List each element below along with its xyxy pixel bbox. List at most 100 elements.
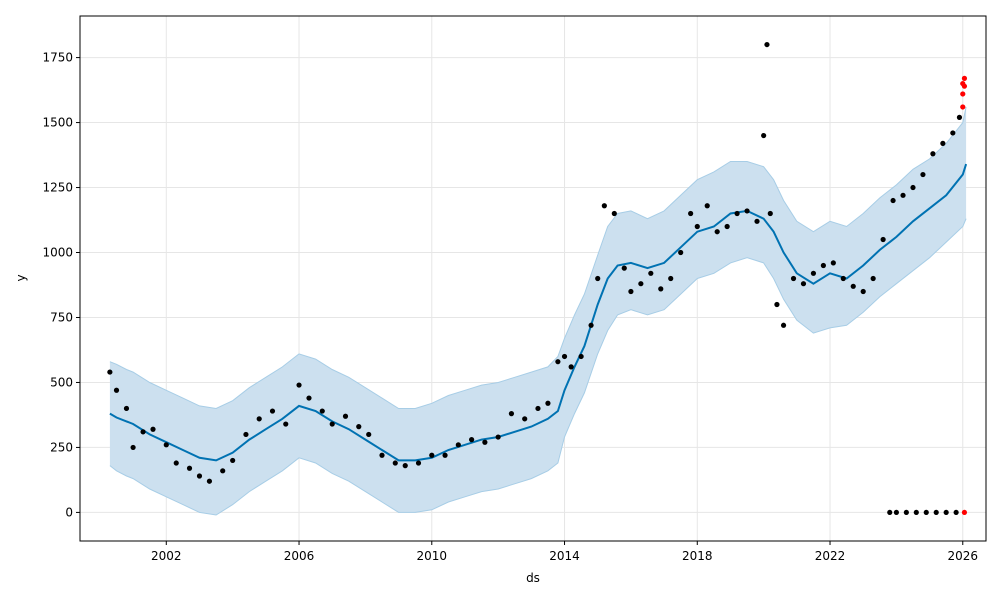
observed-point — [953, 509, 959, 516]
plot-frame — [79, 15, 987, 542]
x-tick-label: 2022 — [815, 549, 846, 563]
observed-point — [734, 210, 740, 217]
observed-point — [113, 387, 120, 393]
future-point — [961, 83, 968, 89]
observed-point — [595, 275, 601, 282]
observed-point — [724, 223, 730, 230]
observed-point — [900, 192, 906, 198]
observed-point — [306, 395, 312, 401]
observed-point — [269, 408, 276, 414]
observed-point — [150, 426, 156, 432]
x-tick-label: 2026 — [947, 549, 978, 563]
observed-point — [621, 265, 627, 271]
observed-point — [790, 275, 797, 282]
x-tick-label: 2018 — [682, 549, 713, 563]
observed-point — [366, 431, 372, 438]
observed-point — [694, 223, 700, 230]
observed-point — [173, 460, 179, 466]
observed-point — [933, 509, 939, 516]
x-axis-label: ds — [526, 571, 540, 585]
observed-point — [429, 452, 435, 458]
observed-point — [658, 286, 664, 292]
observed-point — [296, 382, 302, 388]
y-tick-label: 1000 — [42, 246, 73, 260]
observed-point — [893, 509, 899, 516]
forecast-series-line — [109, 163, 968, 462]
x-axis: 2002 2006 2010 2014 2018 2022 2026 — [151, 541, 978, 563]
forecast-line — [109, 163, 968, 462]
observed-point — [568, 364, 574, 370]
observed-point — [256, 416, 262, 422]
observed-point — [455, 442, 461, 448]
observed-point — [196, 473, 203, 479]
observed-point — [714, 229, 720, 235]
observed-point — [950, 130, 956, 136]
observed-point — [186, 465, 193, 471]
observed-point — [379, 452, 385, 458]
x-tick-label: 2010 — [417, 549, 448, 563]
observed-point — [243, 431, 249, 438]
y-tick-label: 1250 — [42, 181, 73, 195]
future-point — [960, 104, 966, 110]
observed-point — [545, 400, 551, 406]
observed-point — [220, 468, 226, 474]
observed-point — [588, 322, 594, 328]
observed-point — [206, 478, 213, 484]
observed-point — [402, 463, 408, 469]
observed-point — [163, 442, 169, 448]
observed-point — [890, 197, 896, 204]
observed-point — [704, 203, 710, 209]
observed-point — [903, 509, 909, 516]
observed-point — [754, 218, 760, 224]
observed-point — [555, 359, 561, 365]
observed-point — [940, 140, 946, 146]
observed-point — [678, 249, 684, 256]
observed-point — [688, 210, 694, 217]
observed-point — [123, 405, 130, 412]
x-tick-label: 2002 — [151, 549, 182, 563]
observed-point — [870, 275, 876, 282]
observed-point — [601, 203, 607, 209]
observed-point — [780, 322, 787, 328]
observed-point — [767, 210, 773, 217]
y-tick-label: 0 — [65, 505, 73, 519]
y-tick-label: 750 — [50, 310, 73, 324]
observed-point — [283, 421, 289, 427]
observed-point — [342, 413, 349, 419]
observed-point — [442, 452, 448, 458]
observed-point — [535, 405, 541, 412]
observed-point — [319, 408, 325, 414]
observed-point — [482, 439, 488, 445]
observed-point — [469, 437, 475, 443]
observed-point — [329, 421, 335, 427]
y-tick-label: 250 — [50, 440, 73, 454]
x-tick-label: 2014 — [549, 549, 580, 563]
observed-point — [611, 210, 617, 217]
observed-point — [860, 288, 866, 295]
observed-point — [107, 369, 113, 375]
observed-point — [628, 288, 634, 295]
observed-point — [887, 509, 893, 516]
x-tick-label: 2006 — [284, 549, 315, 563]
observed-point — [913, 509, 919, 516]
lower-bound-line — [109, 218, 967, 516]
observed-point — [923, 509, 929, 516]
observed-point — [830, 260, 836, 266]
observed-point — [910, 184, 916, 191]
observed-point — [880, 236, 886, 243]
observed-point — [668, 275, 674, 282]
upper-bound-line — [109, 106, 967, 410]
observed-point — [392, 460, 398, 466]
observed-point — [578, 353, 584, 360]
future-point — [960, 91, 966, 97]
observed-point — [850, 283, 856, 289]
y-tick-label: 1500 — [42, 116, 73, 130]
observed-point — [648, 270, 654, 276]
observed-point — [810, 270, 817, 276]
observed-points — [107, 41, 963, 516]
observed-point — [930, 151, 936, 157]
observed-point — [774, 301, 780, 308]
observed-point — [840, 275, 846, 282]
observed-point — [356, 424, 362, 430]
